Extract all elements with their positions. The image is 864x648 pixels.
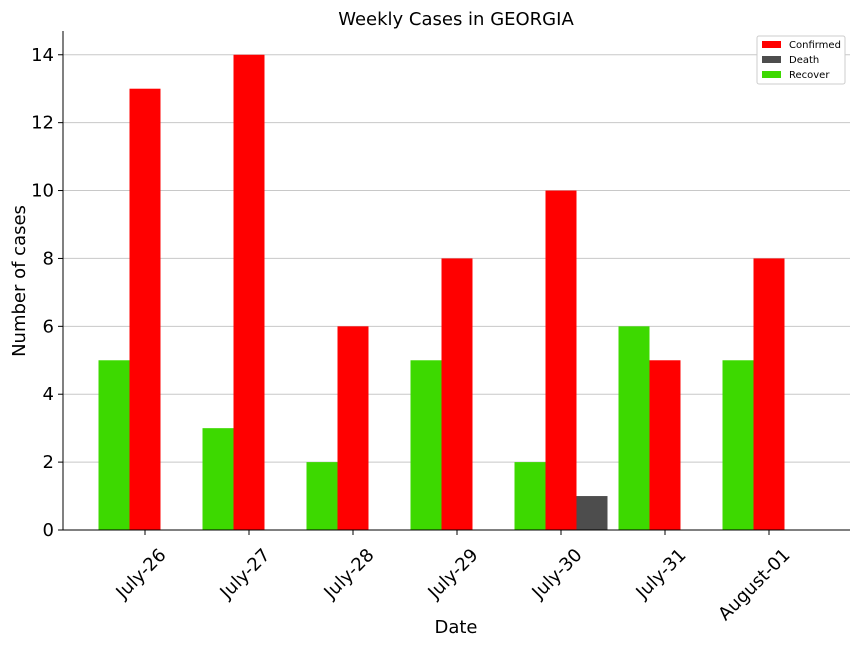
bar-recover	[514, 462, 546, 530]
bar-recover	[306, 462, 338, 530]
y-tick-label: 14	[31, 45, 54, 66]
legend-swatch-death	[762, 56, 781, 63]
y-tick-label: 2	[43, 452, 54, 473]
y-tick-label: 4	[43, 384, 54, 405]
bar-confirmed	[441, 258, 473, 530]
legend-label: Recover	[789, 70, 830, 81]
y-tick-label: 0	[43, 520, 54, 541]
bar-confirmed	[337, 326, 369, 530]
y-tick-label: 6	[43, 316, 54, 337]
x-tick-label: July-27	[216, 545, 275, 604]
bar-recover	[202, 428, 234, 530]
y-tick-label: 10	[31, 181, 54, 202]
x-tick-label: July-28	[320, 545, 379, 604]
bar-recover	[618, 326, 650, 530]
legend-label: Death	[789, 55, 819, 66]
bar-confirmed	[233, 54, 265, 531]
bar-confirmed	[753, 258, 785, 530]
legend-swatch-confirmed	[762, 41, 781, 48]
bar-recover	[410, 360, 442, 530]
bars	[98, 54, 785, 531]
legend-swatch-recover	[762, 71, 781, 78]
bar-confirmed	[545, 190, 577, 530]
x-tick-label: July-30	[528, 545, 587, 604]
y-axis-label: Number of cases	[9, 205, 30, 357]
y-tick-label: 12	[31, 113, 54, 134]
x-tick-label: August-01	[714, 545, 794, 625]
bar-recover	[722, 360, 754, 530]
legend-label: Confirmed	[789, 40, 841, 51]
bar-death	[576, 496, 608, 530]
x-axis-label: Date	[434, 617, 477, 638]
y-tick-label: 8	[43, 248, 54, 269]
bar-confirmed	[129, 88, 161, 530]
bar-recover	[98, 360, 130, 530]
bar-confirmed	[649, 360, 681, 530]
x-tick-label: July-29	[424, 545, 483, 604]
x-axis-ticks: July-26 July-27 July-28 July-29 July-30 July-…	[112, 530, 795, 625]
chart-title: Weekly Cases in GEORGIA	[338, 9, 574, 30]
x-tick-label: July-26	[112, 545, 171, 604]
x-tick-label: July-31	[632, 545, 691, 604]
y-axis-ticks: 0 2 4 6 8 10 12 14	[31, 45, 63, 541]
legend: Confirmed Death Recover	[756, 35, 846, 85]
